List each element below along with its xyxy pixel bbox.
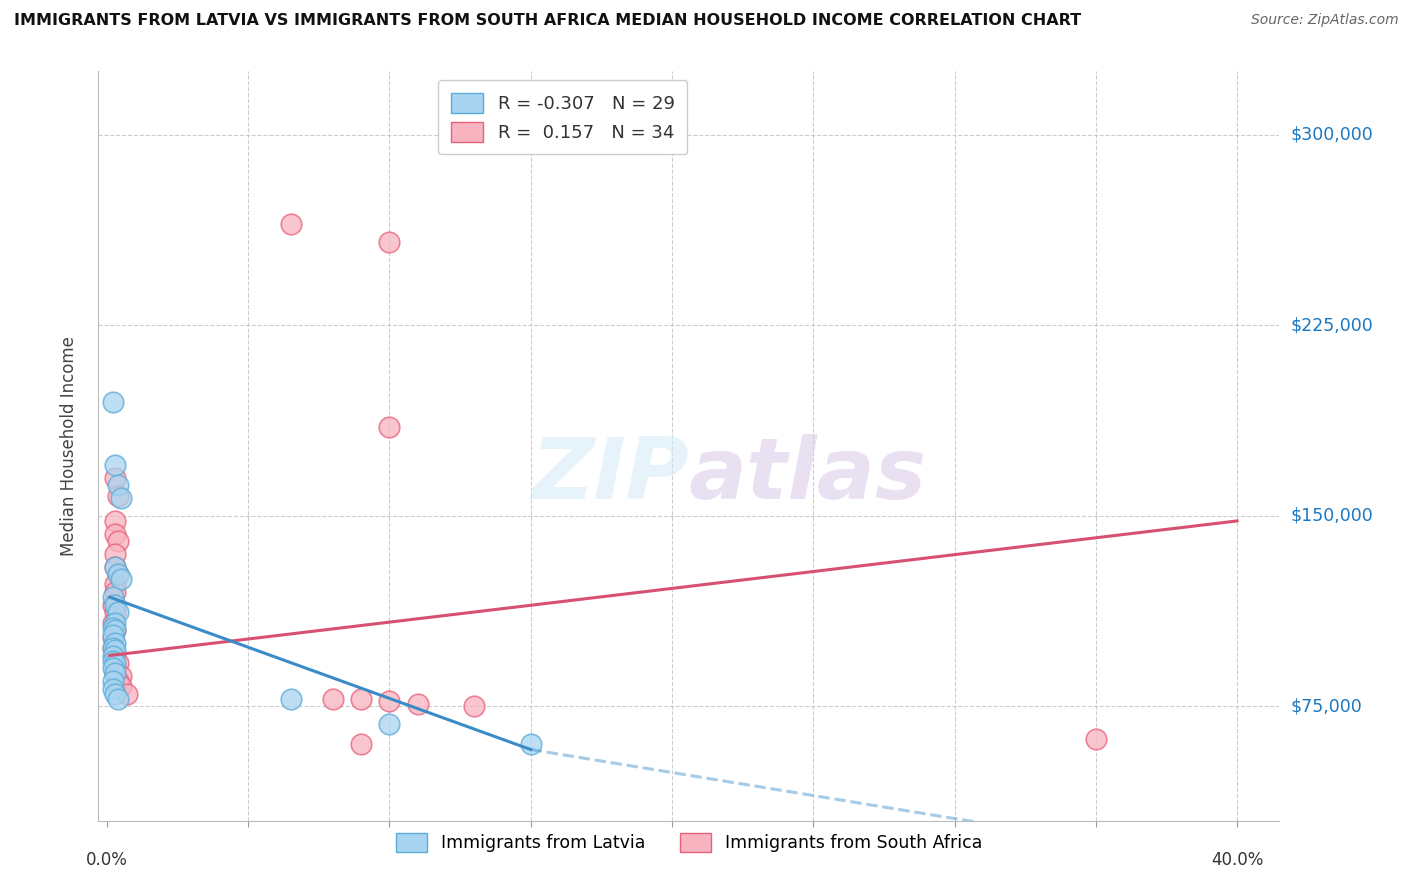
Text: 40.0%: 40.0% — [1211, 851, 1263, 869]
Point — [280, 691, 302, 706]
Text: Source: ZipAtlas.com: Source: ZipAtlas.com — [1251, 13, 1399, 28]
Point — [104, 514, 127, 528]
Point — [104, 577, 127, 591]
Point — [104, 526, 127, 541]
Point — [378, 235, 401, 249]
Point — [104, 648, 127, 663]
Text: atlas: atlas — [689, 434, 927, 517]
Point — [110, 572, 132, 586]
Point — [104, 656, 127, 670]
Point — [104, 687, 127, 701]
Text: 0.0%: 0.0% — [86, 851, 128, 869]
Point — [101, 394, 124, 409]
Point — [101, 673, 124, 688]
Point — [104, 643, 127, 657]
Point — [104, 623, 127, 637]
Point — [101, 654, 124, 668]
Point — [378, 420, 401, 434]
Point — [378, 717, 401, 731]
Y-axis label: Median Household Income: Median Household Income — [59, 336, 77, 556]
Point — [107, 534, 129, 549]
Point — [101, 628, 124, 642]
Point — [104, 471, 127, 485]
Point — [101, 631, 124, 645]
Point — [101, 648, 124, 663]
Point — [280, 217, 302, 231]
Point — [101, 598, 124, 612]
Text: $150,000: $150,000 — [1291, 507, 1374, 524]
Point — [107, 656, 129, 670]
Point — [104, 615, 127, 630]
Point — [110, 679, 132, 693]
Point — [115, 687, 138, 701]
Point — [107, 567, 129, 582]
Point — [104, 458, 127, 472]
Legend: Immigrants from Latvia, Immigrants from South Africa: Immigrants from Latvia, Immigrants from … — [384, 821, 994, 864]
Point — [104, 661, 127, 675]
Point — [378, 694, 401, 708]
Text: $75,000: $75,000 — [1291, 698, 1362, 715]
Point — [107, 673, 129, 688]
Point — [1084, 732, 1107, 747]
Point — [101, 615, 124, 630]
Point — [463, 699, 485, 714]
Point — [101, 621, 124, 635]
Point — [104, 636, 127, 650]
Point — [350, 691, 373, 706]
Point — [107, 691, 129, 706]
Point — [107, 606, 129, 620]
Point — [104, 623, 127, 637]
Point — [104, 598, 127, 612]
Point — [107, 567, 129, 582]
Point — [104, 666, 127, 681]
Text: $300,000: $300,000 — [1291, 126, 1374, 144]
Text: ZIP: ZIP — [531, 434, 689, 517]
Point — [104, 585, 127, 599]
Point — [110, 669, 132, 683]
Text: $225,000: $225,000 — [1291, 317, 1374, 334]
Point — [107, 489, 129, 503]
Point — [101, 661, 124, 675]
Point — [104, 559, 127, 574]
Point — [322, 691, 344, 706]
Point — [101, 640, 124, 655]
Point — [104, 606, 127, 620]
Point — [104, 559, 127, 574]
Point — [101, 681, 124, 696]
Text: IMMIGRANTS FROM LATVIA VS IMMIGRANTS FROM SOUTH AFRICA MEDIAN HOUSEHOLD INCOME C: IMMIGRANTS FROM LATVIA VS IMMIGRANTS FRO… — [14, 13, 1081, 29]
Point — [110, 491, 132, 505]
Point — [519, 738, 541, 752]
Point — [104, 666, 127, 681]
Point — [104, 547, 127, 561]
Point — [350, 738, 373, 752]
Point — [107, 478, 129, 492]
Point — [406, 697, 429, 711]
Point — [101, 590, 124, 604]
Point — [101, 640, 124, 655]
